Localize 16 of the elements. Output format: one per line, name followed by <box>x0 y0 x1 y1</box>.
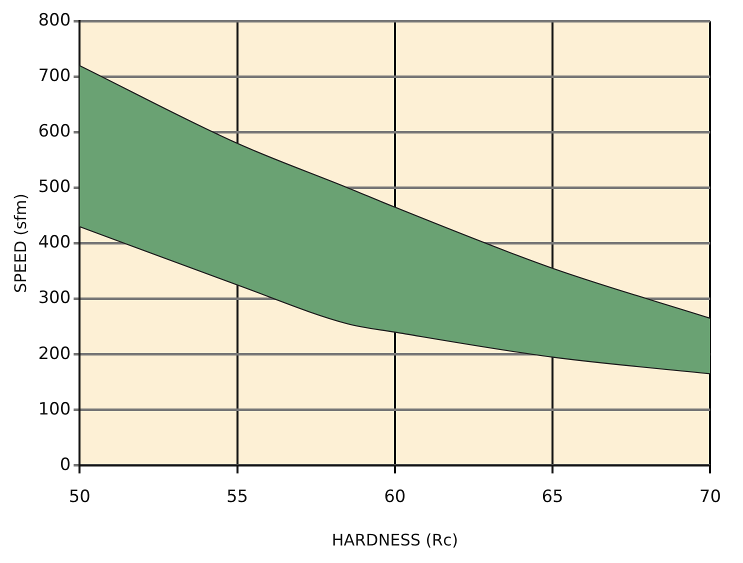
x-tick-label: 50 <box>68 487 90 508</box>
y-tick-label: 200 <box>38 344 71 364</box>
y-tick-label: 100 <box>38 399 71 420</box>
y-tick-label: 500 <box>38 177 71 198</box>
x-tick-label: 55 <box>226 487 248 508</box>
y-tick-label: 400 <box>38 232 71 253</box>
y-tick-label: 600 <box>38 122 71 142</box>
y-axis-title: SPEED (sfm) <box>10 194 30 294</box>
y-tick-label: 300 <box>38 288 71 308</box>
x-tick-label: 65 <box>542 487 564 508</box>
y-tick-label: 800 <box>38 10 71 31</box>
y-tick-label: 700 <box>38 66 71 86</box>
x-tick-label: 60 <box>384 487 406 508</box>
x-tick-label: 70 <box>699 487 722 508</box>
y-tick-label: 0 <box>60 454 71 475</box>
x-axis-title: HARDNESS (Rc) <box>332 530 458 550</box>
